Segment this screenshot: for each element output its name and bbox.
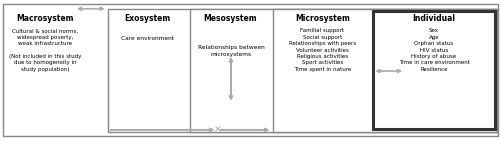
Text: Microsystem: Microsystem: [295, 14, 350, 23]
Bar: [372, 11, 495, 129]
Bar: [190, 9, 496, 132]
Text: Relationships between
microsystems: Relationships between microsystems: [198, 45, 264, 57]
Text: Care environment: Care environment: [121, 36, 174, 40]
Text: Familial support
Social support
Relationships with peers
Volunteer activities
Re: Familial support Social support Relation…: [289, 28, 356, 72]
Text: ✕: ✕: [214, 125, 221, 134]
Text: Exosystem: Exosystem: [124, 14, 170, 23]
Text: Mesosystem: Mesosystem: [203, 14, 257, 23]
Text: Cultural & social norms,
widespread poverty,
weak infrastructure

(Not included : Cultural & social norms, widespread pove…: [9, 28, 81, 72]
Text: Sex
Age
Orphan status
HIV status
History of abuse
Time in care environment
Resil: Sex Age Orphan status HIV status History…: [398, 28, 469, 72]
Text: Macrosystem: Macrosystem: [16, 14, 74, 23]
Bar: [272, 9, 496, 132]
Bar: [108, 9, 496, 132]
Text: Individual: Individual: [412, 14, 456, 23]
